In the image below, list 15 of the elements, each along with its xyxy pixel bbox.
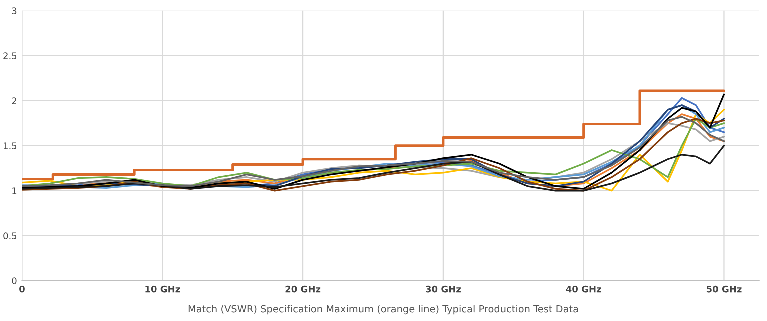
x-tick-label: 40 GHz <box>566 286 602 293</box>
x-tick-label: 0 <box>20 286 25 293</box>
x-tick-label: 20 GHz <box>286 286 321 293</box>
y-tick-label: 2 <box>12 98 16 104</box>
y-tick-label: 3 <box>12 8 17 14</box>
text: Match (VSWR) Specification Maximum (orange line) Typical Production Test Data <box>188 305 578 315</box>
x-tick-label: 30 GHz <box>426 286 461 293</box>
y-tick-label: 0 <box>12 278 17 284</box>
line-series <box>22 145 726 192</box>
y-tick-label: 1.5 <box>4 142 17 150</box>
y-tick-label: 0.5 <box>4 232 17 240</box>
x-tick-label: 50 GHz <box>706 286 742 293</box>
x-tick-label: 10 GHz <box>146 286 180 293</box>
y-tick-label: 1 <box>12 188 17 194</box>
y-tick-label: 2.5 <box>4 52 17 60</box>
